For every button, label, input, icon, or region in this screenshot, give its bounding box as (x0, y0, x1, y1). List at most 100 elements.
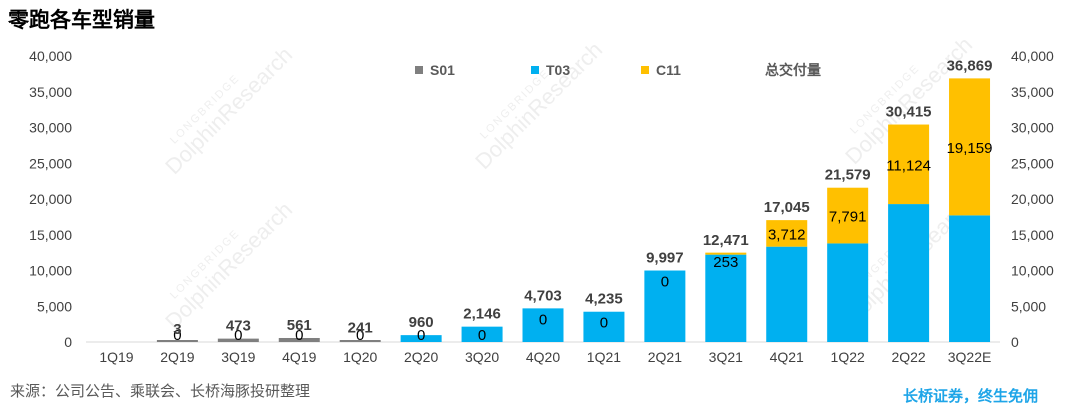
y-tick-left: 5,000 (37, 298, 72, 314)
data-label-total: 17,045 (764, 199, 810, 216)
legend-swatch (415, 66, 423, 74)
data-label-c11: 0 (295, 327, 303, 344)
y-tick-left: 15,000 (29, 227, 72, 243)
data-label-total: 241 (348, 319, 373, 336)
x-tick-label: 2Q20 (404, 349, 438, 365)
bar-t03 (583, 311, 625, 342)
legend: S01 T03 C11 总交付量 (415, 62, 821, 78)
data-label-c11: 0 (478, 327, 486, 344)
bar-t03 (400, 335, 442, 342)
bar-t03 (522, 308, 564, 342)
data-label-total: 4,703 (524, 287, 562, 304)
x-tick-label: 1Q21 (587, 349, 621, 365)
legend-label: S01 (430, 62, 455, 78)
data-label-c11: 19,159 (947, 140, 993, 157)
y-tick-right: 20,000 (1011, 191, 1054, 207)
bar-c11 (827, 187, 869, 244)
bar-c11 (888, 124, 930, 205)
legend-label: 总交付量 (765, 62, 821, 78)
bar-c11 (766, 220, 808, 247)
data-label-c11: 0 (173, 327, 181, 344)
x-tick-label: 3Q21 (709, 349, 743, 365)
data-label-total: 3 (173, 321, 181, 338)
data-label-c11: 0 (661, 274, 669, 291)
data-label-total: 2,146 (463, 306, 501, 323)
bar-s01 (217, 338, 259, 342)
data-label-total: 21,579 (825, 167, 871, 184)
y-tick-right: 10,000 (1011, 263, 1054, 279)
x-tick-label: 1Q20 (343, 349, 377, 365)
x-tick-label: 3Q19 (221, 349, 255, 365)
data-label-c11: 253 (713, 254, 738, 271)
data-label-c11: 0 (234, 327, 242, 344)
y-tick-left: 35,000 (29, 84, 72, 100)
y-tick-left: 40,000 (29, 48, 72, 64)
y-tick-right: 0 (1011, 334, 1019, 350)
legend-swatch (641, 66, 649, 74)
bar-t03 (461, 326, 503, 342)
axes-group: 0 0 5,000 5,000 10,000 10,000 15,000 15,000 20,0… (29, 48, 1054, 365)
x-tick-label: 1Q19 (99, 349, 133, 365)
y-tick-left: 25,000 (29, 155, 72, 171)
data-label-total: 9,997 (646, 250, 684, 267)
data-label-c11: 0 (600, 315, 608, 332)
bar-t03 (766, 246, 808, 342)
watermark-line2: DolphinResearch (160, 42, 297, 179)
data-label-total: 4,235 (585, 291, 623, 308)
data-label-c11: 11,124 (886, 157, 931, 174)
watermark-line2: DolphinResearch (160, 197, 297, 334)
data-label-total: 12,471 (703, 232, 749, 249)
bar-t03 (888, 204, 930, 342)
bar-c11 (705, 252, 747, 255)
bar-t03 (949, 215, 991, 342)
y-tick-right: 40,000 (1011, 48, 1054, 64)
x-tick-label: 2Q21 (648, 349, 682, 365)
data-label-total: 30,415 (886, 104, 932, 121)
bar-t03 (705, 254, 747, 342)
data-label-total: 473 (226, 318, 251, 335)
bar-t03 (644, 270, 686, 342)
y-tick-right: 30,000 (1011, 120, 1054, 136)
watermark-line2: DolphinResearch (470, 37, 607, 174)
bar-s01 (339, 340, 381, 342)
source-note: 来源：公司公告、乘联会、长桥海豚投研整理 (10, 382, 311, 400)
x-tick-label: 1Q22 (831, 349, 865, 365)
data-label-c11: 0 (417, 327, 425, 344)
data-label-c11: 7,791 (829, 209, 867, 226)
y-tick-left: 20,000 (29, 191, 72, 207)
bar-c11 (949, 78, 991, 216)
x-tick-label: 4Q19 (282, 349, 316, 365)
y-tick-right: 5,000 (1011, 298, 1046, 314)
bar-t03 (827, 243, 869, 342)
bar-s01 (156, 340, 198, 342)
legend-swatch (531, 66, 539, 74)
legend-label: T03 (546, 62, 570, 78)
data-label-c11: 3,712 (768, 226, 806, 243)
y-tick-left: 0 (64, 334, 72, 350)
y-tick-left: 30,000 (29, 120, 72, 136)
bar-s01 (278, 337, 320, 342)
x-tick-label: 4Q21 (770, 349, 804, 365)
data-label-total: 36,869 (947, 57, 993, 74)
bars-group (156, 78, 991, 342)
y-tick-left: 10,000 (29, 263, 72, 279)
x-tick-label: 2Q19 (160, 349, 194, 365)
chart-title: 零跑各车型销量 (8, 8, 155, 32)
data-label-c11: 0 (539, 311, 547, 328)
y-tick-right: 15,000 (1011, 227, 1054, 243)
x-tick-label: 3Q20 (465, 349, 499, 365)
x-tick-label: 3Q22E (948, 349, 992, 365)
x-tick-label: 2Q22 (891, 349, 925, 365)
data-label-c11: 0 (356, 327, 364, 344)
data-label-total: 561 (287, 317, 312, 334)
y-tick-right: 35,000 (1011, 84, 1054, 100)
x-tick-label: 4Q20 (526, 349, 560, 365)
data-label-total: 960 (409, 314, 434, 331)
y-tick-right: 25,000 (1011, 155, 1054, 171)
brand-slogan: 长桥证券，终生免佣 (902, 387, 1038, 405)
